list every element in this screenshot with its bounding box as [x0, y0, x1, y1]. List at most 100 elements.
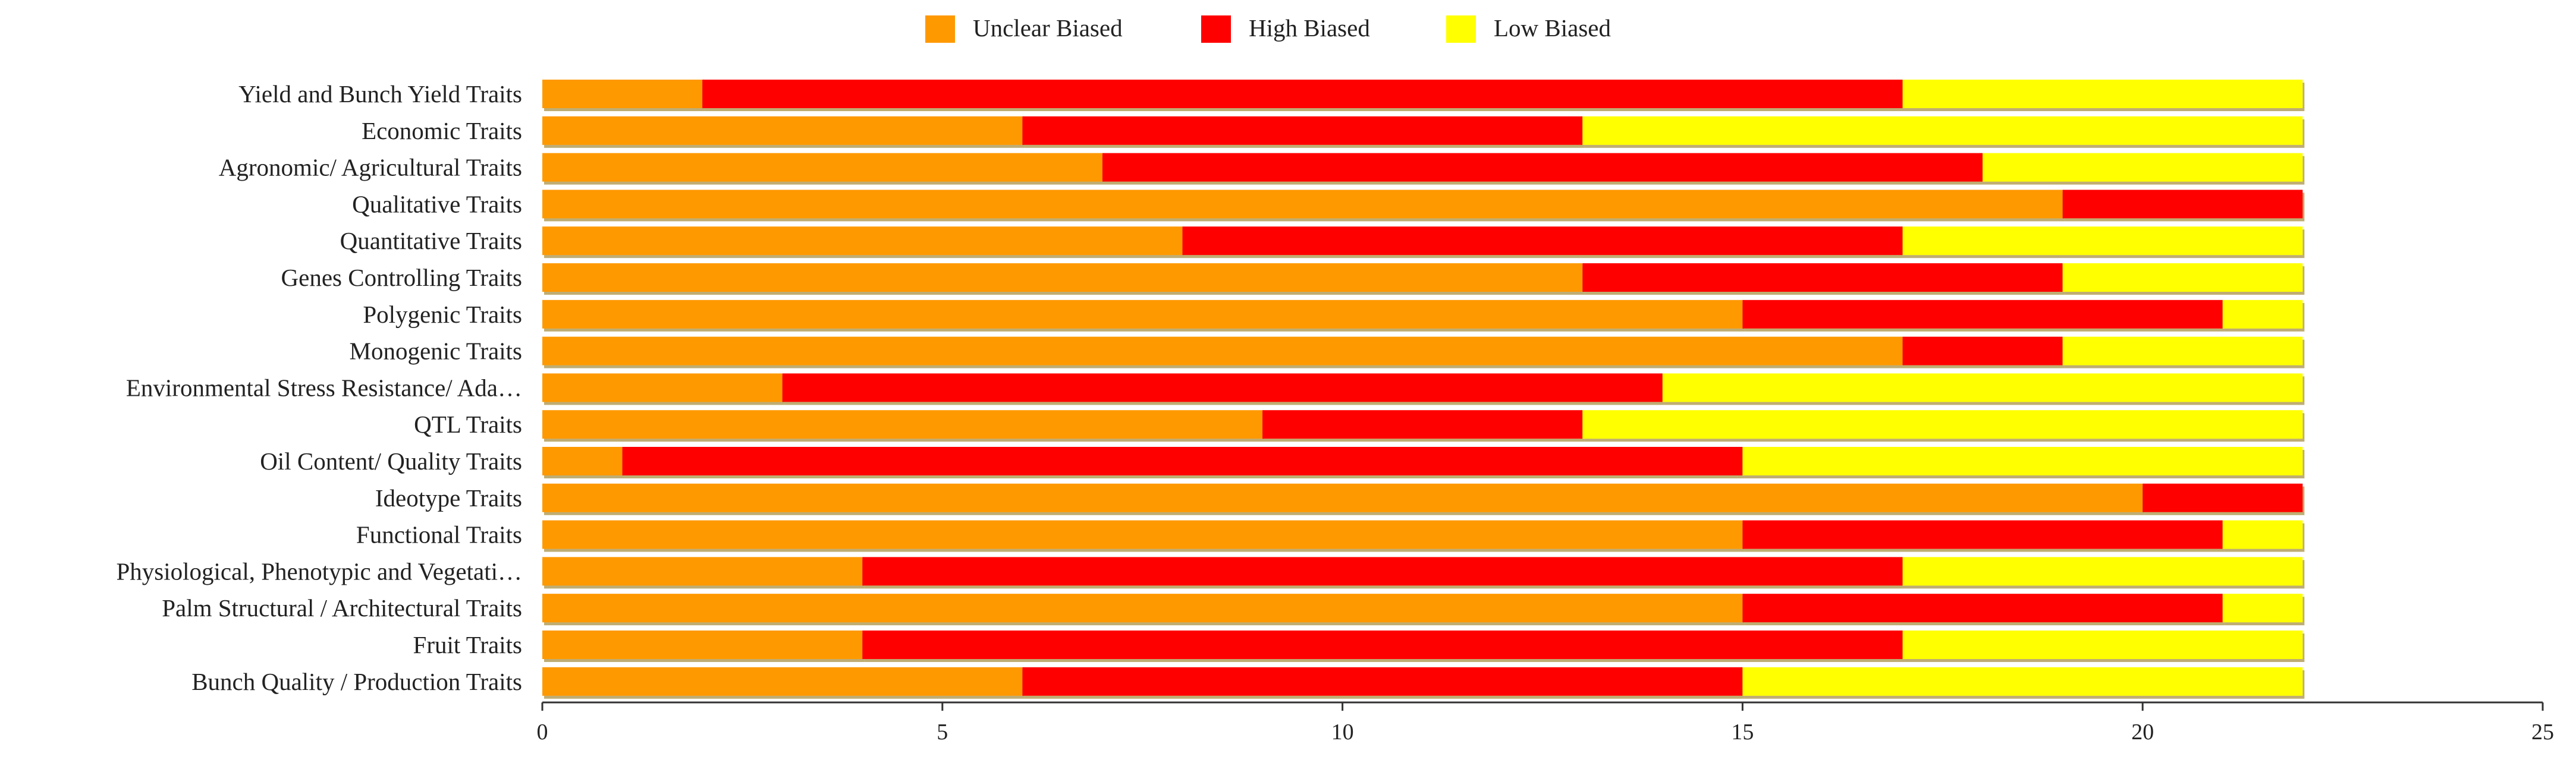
category-label: Qualitative Traits — [352, 190, 522, 217]
bar-row — [542, 153, 2303, 182]
bar-row — [542, 447, 2303, 475]
bar-row — [542, 520, 2303, 549]
bar-segment-high-biased[interactable] — [782, 373, 1663, 402]
bar-segment-high-biased[interactable] — [1182, 226, 1903, 256]
bar-segment-high-biased[interactable] — [2062, 190, 2303, 219]
category-label: Palm Structural / Architectural Traits — [162, 594, 522, 622]
bar-segment-low-biased[interactable] — [1582, 116, 2303, 145]
bar-segment-low-biased[interactable] — [2062, 336, 2303, 365]
bar-segment-unclear-biased[interactable] — [542, 336, 1903, 365]
bar-segment-low-biased[interactable] — [1662, 373, 2303, 402]
bar-segment-high-biased[interactable] — [2143, 483, 2303, 512]
category-label: Bunch Quality / Production Traits — [191, 668, 522, 695]
bar-row — [542, 594, 2303, 623]
bar-row — [542, 190, 2303, 219]
bar-segment-low-biased[interactable] — [1742, 667, 2303, 696]
bar-segment-unclear-biased[interactable] — [542, 520, 1743, 549]
x-tick-label: 25 — [2531, 720, 2554, 745]
x-tick-label: 10 — [1331, 720, 1354, 745]
legend-label-high-biased[interactable]: High Biased — [1249, 14, 1370, 42]
legend-label-low-biased[interactable]: Low Biased — [1494, 14, 1611, 42]
category-label: Oil Content/ Quality Traits — [260, 447, 522, 475]
bar-segment-high-biased[interactable] — [622, 447, 1743, 475]
bar-segment-low-biased[interactable] — [1582, 410, 2303, 439]
legend-swatch-unclear-biased[interactable] — [925, 15, 955, 43]
bar-row — [542, 263, 2303, 292]
bar-row — [542, 557, 2303, 586]
legend-swatch-low-biased[interactable] — [1446, 15, 1476, 43]
bar-segment-low-biased[interactable] — [1742, 447, 2303, 475]
bar-segment-low-biased[interactable] — [1902, 557, 2303, 586]
bar-segment-low-biased[interactable] — [1902, 80, 2303, 108]
bar-segment-unclear-biased[interactable] — [542, 116, 1023, 145]
bar-segment-high-biased[interactable] — [702, 80, 1903, 108]
bar-segment-low-biased[interactable] — [1902, 631, 2303, 659]
category-label: Environmental Stress Resistance/ Ada… — [126, 374, 522, 401]
bar-segment-high-biased[interactable] — [1022, 116, 1583, 145]
bar-segment-unclear-biased[interactable] — [542, 667, 1023, 696]
legend: Unclear Biased High Biased Low Biased — [925, 14, 1611, 43]
bar-segment-unclear-biased[interactable] — [542, 226, 1183, 256]
bar-segment-unclear-biased[interactable] — [542, 557, 863, 586]
bar-row — [542, 300, 2303, 329]
category-label: Physiological, Phenotypic and Vegetati… — [117, 557, 523, 585]
bar-segment-unclear-biased[interactable] — [542, 263, 1583, 292]
bar-segment-low-biased[interactable] — [2062, 263, 2303, 292]
bar-segment-high-biased[interactable] — [1742, 594, 2223, 623]
bar-segment-low-biased[interactable] — [2222, 520, 2303, 549]
bar-segment-unclear-biased[interactable] — [542, 594, 1743, 623]
bar-segment-high-biased[interactable] — [862, 631, 1903, 659]
x-tick-label: 15 — [1731, 720, 1754, 745]
bar-row — [542, 80, 2303, 108]
x-tick-label: 5 — [937, 720, 948, 745]
bar-row — [542, 483, 2303, 512]
bar-segment-unclear-biased[interactable] — [542, 80, 703, 108]
bar-row — [542, 410, 2303, 439]
bar-row — [542, 116, 2303, 145]
x-axis: 0 5 10 15 20 25 — [537, 701, 2554, 745]
bar-segment-high-biased[interactable] — [1022, 667, 1743, 696]
bar-segment-high-biased[interactable] — [1582, 263, 2063, 292]
category-label: Yield and Bunch Yield Traits — [238, 80, 522, 108]
bar-segment-unclear-biased[interactable] — [542, 410, 1263, 439]
category-label: Functional Traits — [356, 521, 522, 549]
bar-segment-high-biased[interactable] — [1742, 520, 2223, 549]
category-label: Monogenic Traits — [350, 338, 522, 365]
bars — [542, 80, 2303, 696]
legend-label-unclear-biased[interactable]: Unclear Biased — [973, 14, 1123, 42]
bar-segment-high-biased[interactable] — [1262, 410, 1583, 439]
category-label: QTL Traits — [414, 411, 522, 438]
bar-segment-unclear-biased[interactable] — [542, 483, 2143, 512]
bar-segment-low-biased[interactable] — [1902, 226, 2303, 256]
bar-segment-low-biased[interactable] — [2222, 300, 2303, 329]
bar-segment-high-biased[interactable] — [1742, 300, 2223, 329]
bar-row — [542, 336, 2303, 365]
bar-segment-high-biased[interactable] — [862, 557, 1903, 586]
bar-segment-high-biased[interactable] — [1102, 153, 1983, 182]
bar-row — [542, 667, 2303, 696]
bar-row — [542, 226, 2303, 256]
bar-segment-unclear-biased[interactable] — [542, 190, 2063, 219]
legend-swatch-high-biased[interactable] — [1201, 15, 1231, 43]
bar-segment-unclear-biased[interactable] — [542, 447, 623, 475]
category-label: Ideotype Traits — [375, 484, 522, 512]
bar-segment-low-biased[interactable] — [2222, 594, 2303, 623]
category-label: Agronomic/ Agricultural Traits — [219, 154, 522, 181]
bar-segment-unclear-biased[interactable] — [542, 373, 783, 402]
bar-segment-unclear-biased[interactable] — [542, 153, 1102, 182]
bar-segment-high-biased[interactable] — [1902, 336, 2063, 365]
x-tick-label: 20 — [2131, 720, 2154, 745]
category-label: Polygenic Traits — [363, 301, 522, 328]
category-label: Fruit Traits — [413, 631, 522, 658]
category-label: Genes Controlling Traits — [281, 264, 522, 291]
bar-row — [542, 631, 2303, 659]
category-label: Quantitative Traits — [340, 227, 522, 254]
bar-segment-low-biased[interactable] — [1983, 153, 2303, 182]
bar-segment-unclear-biased[interactable] — [542, 300, 1743, 329]
category-labels: Yield and Bunch Yield Traits Economic Tra… — [117, 80, 523, 695]
x-tick-label: 0 — [537, 720, 548, 745]
category-label: Economic Traits — [362, 117, 522, 144]
bar-segment-unclear-biased[interactable] — [542, 631, 863, 659]
